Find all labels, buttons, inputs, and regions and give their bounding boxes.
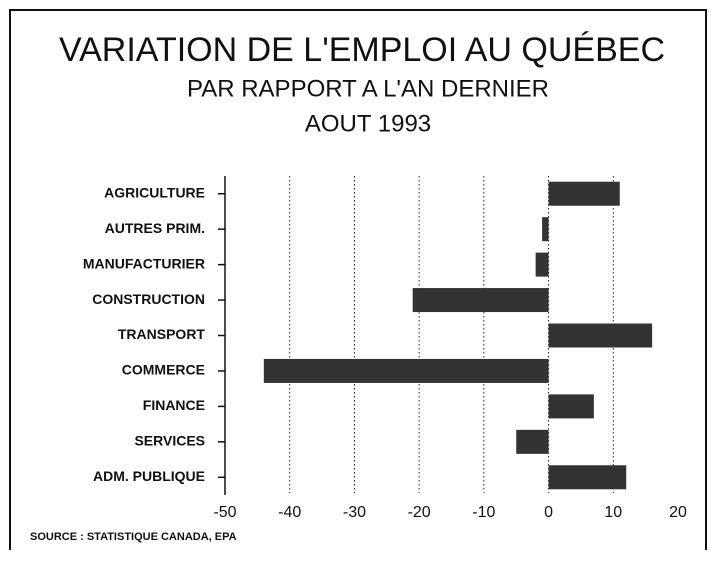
y-tick-label: ADM. PUBLIQUE	[93, 468, 205, 484]
bar	[548, 394, 594, 419]
x-tick-label: -50	[213, 504, 236, 521]
y-tick-label: CONSTRUCTION	[92, 291, 205, 307]
bar	[535, 252, 549, 277]
bar	[412, 288, 549, 313]
y-tick-label: SERVICES	[134, 433, 205, 449]
frame	[9, 9, 707, 550]
y-tick-label: FINANCE	[143, 397, 205, 413]
bar	[548, 465, 627, 490]
x-tick-label: 10	[604, 504, 622, 521]
x-tick-label: -30	[343, 504, 366, 521]
chart-subtitle: PAR RAPPORT A L'AN DERNIER	[187, 75, 549, 102]
x-tick-label: 20	[669, 504, 687, 521]
chart-title: VARIATION DE L'EMPLOI AU QUÉBEC	[59, 31, 665, 69]
x-tick-label: -10	[472, 504, 495, 521]
y-tick-label: COMMERCE	[122, 362, 205, 378]
y-tick-label: TRANSPORT	[118, 326, 206, 342]
y-tick-label: MANUFACTURIER	[83, 255, 205, 271]
source-note: SOURCE : STATISTIQUE CANADA, EPA	[30, 531, 237, 543]
bar	[263, 358, 549, 383]
y-tick-label: AUTRES PRIM.	[105, 220, 205, 236]
y-tick-label: AGRICULTURE	[104, 184, 205, 200]
bar	[542, 217, 549, 242]
x-tick-label: -20	[408, 504, 431, 521]
chart-subtitle: AOUT 1993	[305, 110, 431, 137]
bar	[516, 429, 549, 454]
x-tick-label: 0	[544, 504, 553, 521]
bar	[548, 181, 620, 206]
bar	[548, 323, 653, 348]
x-tick-label: -40	[278, 504, 301, 521]
